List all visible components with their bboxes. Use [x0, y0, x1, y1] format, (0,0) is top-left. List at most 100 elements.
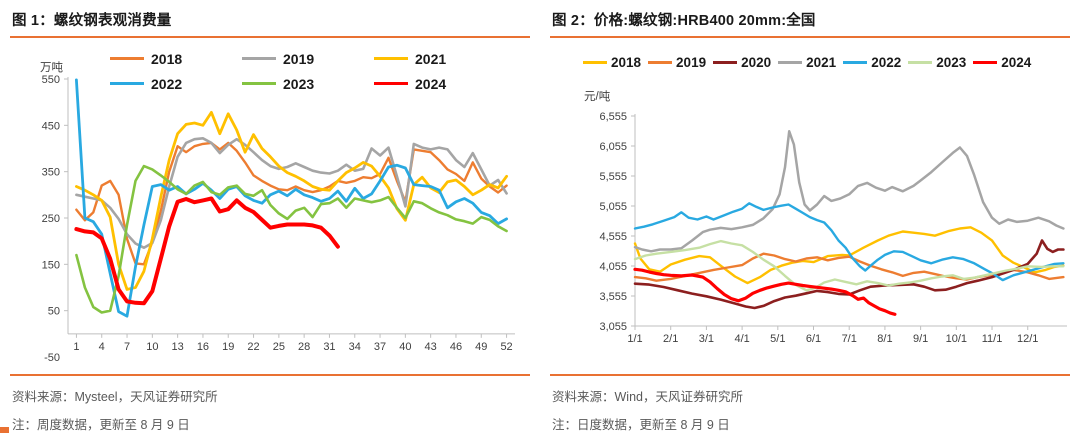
legend-line-swatch — [110, 56, 144, 61]
legend-line-swatch — [374, 81, 408, 86]
note-text: 注：日度数据，更新至 8 月 9 日 — [552, 418, 730, 432]
chart-legend: 2018 2019 2020 2021 2022 2023 2024 — [583, 55, 1067, 70]
legend-item-2019: 2019 — [648, 55, 706, 70]
legend-item-2022: 2022 — [110, 71, 242, 96]
figure-footer: 资料来源：Mysteel，天风证券研究所 注：周度数据，更新至 8 月 9 日 — [10, 374, 530, 433]
svg-text:46: 46 — [450, 341, 462, 353]
note-text: 注：周度数据，更新至 8 月 9 日 — [12, 418, 190, 432]
legend-line-swatch — [242, 56, 276, 61]
svg-text:4: 4 — [99, 341, 105, 353]
legend-line-swatch — [908, 60, 933, 65]
legend-item-2022: 2022 — [843, 55, 901, 70]
figure-title: 图 1：螺纹钢表观消费量 — [10, 0, 530, 38]
svg-text:52: 52 — [500, 341, 512, 353]
svg-text:31: 31 — [323, 341, 335, 353]
svg-text:12/1: 12/1 — [1017, 333, 1038, 345]
price-line-chart: 3,055 3,555 4,055 4,555 5,055 5,555 6,055 6,555… — [599, 111, 1067, 345]
legend-label: 2023 — [283, 75, 315, 92]
legend-line-swatch — [713, 60, 738, 65]
svg-text:6,555: 6,555 — [599, 111, 627, 123]
y-axis-unit-label: 万吨 — [40, 62, 63, 74]
svg-text:350: 350 — [42, 167, 60, 179]
svg-text:25: 25 — [273, 341, 285, 353]
legend-label: 2024 — [1001, 55, 1032, 70]
svg-text:43: 43 — [425, 341, 437, 353]
svg-text:4,555: 4,555 — [599, 231, 627, 243]
svg-text:11/1: 11/1 — [982, 333, 1003, 345]
svg-text:3/1: 3/1 — [699, 333, 714, 345]
page-corner-mark — [0, 427, 9, 433]
svg-text:1/1: 1/1 — [627, 333, 642, 345]
svg-text:450: 450 — [42, 120, 60, 132]
legend-item-2018: 2018 — [583, 55, 641, 70]
svg-text:34: 34 — [349, 341, 361, 353]
legend-label: 2023 — [936, 55, 967, 70]
figure-panel-consumption: 图 1：螺纹钢表观消费量 -50 50 150 250 350 450 550 1 4 7 10 13… — [10, 0, 530, 433]
svg-text:13: 13 — [172, 341, 184, 353]
svg-text:28: 28 — [298, 341, 310, 353]
source-text: 资料来源：Mysteel，天风证券研究所 — [12, 390, 218, 404]
svg-text:5,055: 5,055 — [599, 201, 627, 213]
legend-item-2024: 2024 — [973, 55, 1031, 70]
figure-footer: 资料来源：Wind，天风证券研究所 注：日度数据，更新至 8 月 9 日 — [550, 374, 1070, 433]
svg-text:2/1: 2/1 — [663, 333, 678, 345]
y-axis-unit-label: 元/吨 — [584, 91, 611, 103]
legend-item-2023: 2023 — [242, 71, 374, 96]
svg-text:3,555: 3,555 — [599, 291, 627, 303]
svg-text:6/1: 6/1 — [806, 333, 821, 345]
legend-item-2021: 2021 — [374, 46, 506, 71]
legend-label: 2018 — [151, 50, 183, 67]
legend-label: 2019 — [676, 55, 707, 70]
svg-text:-50: -50 — [44, 352, 60, 364]
chart-legend: 2018 2019 2021 2022 2023 2024 — [110, 46, 520, 96]
svg-text:5/1: 5/1 — [770, 333, 785, 345]
consumption-chart-area: -50 50 150 250 350 450 550 1 4 7 10 13 16 19 22 25 28 31 3… — [10, 42, 530, 374]
legend-item-2020: 2020 — [713, 55, 771, 70]
legend-label: 2019 — [283, 50, 315, 67]
svg-text:4/1: 4/1 — [734, 333, 749, 345]
svg-text:16: 16 — [197, 341, 209, 353]
svg-text:550: 550 — [42, 74, 60, 86]
svg-text:7/1: 7/1 — [842, 333, 857, 345]
svg-text:6,055: 6,055 — [599, 141, 627, 153]
svg-text:250: 250 — [42, 213, 60, 225]
figure-title: 图 2：价格:螺纹钢:HRB400 20mm:全国 — [550, 0, 1070, 38]
legend-item-2021: 2021 — [778, 55, 836, 70]
svg-text:8/1: 8/1 — [877, 333, 892, 345]
svg-text:10/1: 10/1 — [946, 333, 967, 345]
legend-item-2023: 2023 — [908, 55, 966, 70]
consumption-line-chart: -50 50 150 250 350 450 550 1 4 7 10 13 16 19 22 25 28 31 3… — [42, 74, 515, 364]
svg-text:3,055: 3,055 — [599, 321, 627, 333]
legend-line-swatch — [843, 60, 868, 65]
svg-text:5,555: 5,555 — [599, 171, 627, 183]
legend-item-2024: 2024 — [374, 71, 506, 96]
svg-text:50: 50 — [48, 306, 60, 318]
source-text: 资料来源：Wind，天风证券研究所 — [552, 390, 743, 404]
legend-item-2018: 2018 — [110, 46, 242, 71]
legend-label: 2021 — [415, 50, 447, 67]
svg-text:19: 19 — [222, 341, 234, 353]
legend-label: 2022 — [871, 55, 902, 70]
svg-text:150: 150 — [42, 259, 60, 271]
legend-line-swatch — [778, 60, 803, 65]
svg-text:49: 49 — [475, 341, 487, 353]
svg-text:4,055: 4,055 — [599, 261, 627, 273]
legend-label: 2021 — [806, 55, 837, 70]
legend-line-swatch — [242, 81, 276, 86]
svg-text:10: 10 — [146, 341, 158, 353]
svg-text:37: 37 — [374, 341, 386, 353]
legend-label: 2018 — [611, 55, 642, 70]
figure-panel-price: 图 2：价格:螺纹钢:HRB400 20mm:全国 3,055 3,555 4,05… — [540, 0, 1080, 433]
legend-label: 2020 — [741, 55, 772, 70]
legend-line-swatch — [648, 60, 673, 65]
price-chart-area: 3,055 3,555 4,055 4,555 5,055 5,555 6,055 6,555… — [550, 42, 1070, 374]
svg-text:7: 7 — [124, 341, 130, 353]
svg-text:22: 22 — [247, 341, 259, 353]
legend-line-swatch — [110, 81, 144, 86]
legend-line-swatch — [374, 56, 408, 61]
svg-text:9/1: 9/1 — [913, 333, 928, 345]
legend-line-swatch — [583, 60, 607, 65]
svg-text:1: 1 — [73, 341, 79, 353]
